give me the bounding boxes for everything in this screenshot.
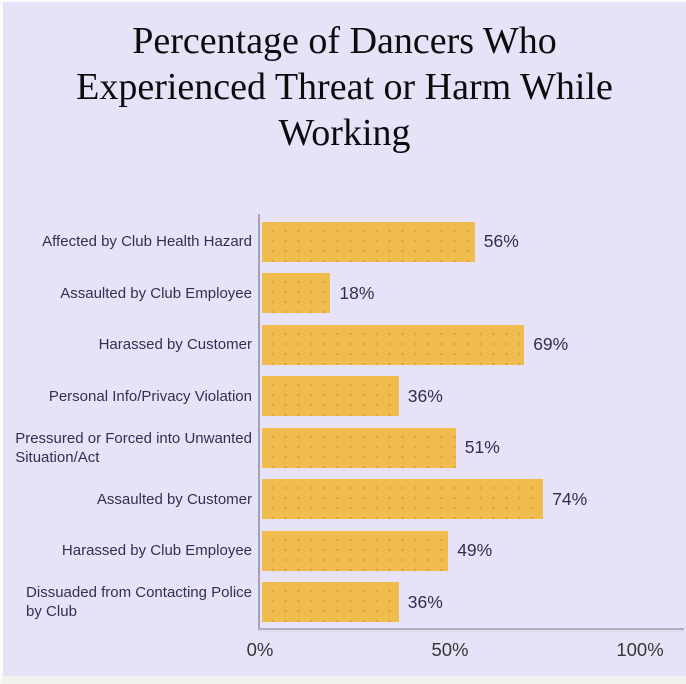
value-label: 49% <box>457 540 493 561</box>
bar-cell: 51% <box>260 422 686 474</box>
value-label: 74% <box>552 488 588 509</box>
chart-row: Pressured or Forced into Unwanted Situat… <box>3 422 686 474</box>
value-label: 69% <box>533 334 569 355</box>
chart-row: Affected by Club Health Hazard 56% <box>3 216 686 268</box>
value-label: 36% <box>407 591 443 612</box>
x-axis-line <box>258 628 684 632</box>
chart-row: Harassed by Club Employee 49% <box>3 525 686 577</box>
category-label-cell: Affected by Club Health Hazard <box>3 232 260 251</box>
x-tick-label: 100% <box>616 639 664 660</box>
chart-row: Dissuaded from Contacting Police by Club… <box>3 577 686 629</box>
category-label: Dissuaded from Contacting Police by Club <box>26 584 252 621</box>
bar <box>262 324 525 365</box>
bar-cell: 18% <box>260 268 686 320</box>
bar-cell: 56% <box>260 216 686 268</box>
bar-cell: 36% <box>260 577 686 629</box>
category-label: Affected by Club Health Hazard <box>42 233 252 251</box>
category-label-cell: Dissuaded from Contacting Police by Club <box>3 583 260 621</box>
bar <box>262 427 456 468</box>
bar-cell: 69% <box>260 319 686 371</box>
chart-row: Harassed by Customer 69% <box>3 319 686 371</box>
bar <box>262 376 399 417</box>
x-tick-label: 50% <box>431 639 469 660</box>
category-label-cell: Assaulted by Club Employee <box>3 284 260 303</box>
bar-cell: 49% <box>260 525 686 577</box>
category-label-cell: Personal Info/Privacy Violation <box>3 387 260 406</box>
category-label: Assaulted by Customer <box>96 490 252 508</box>
value-label: 51% <box>464 437 500 458</box>
category-label: Harassed by Club Employee <box>61 542 252 560</box>
value-label: 36% <box>407 385 443 406</box>
value-label: 18% <box>339 282 375 303</box>
chart-title: Percentage of Dancers Who Experienced Th… <box>76 20 613 154</box>
category-label-cell: Assaulted by Customer <box>3 490 260 509</box>
category-label: Pressured or Forced into Unwanted Situat… <box>15 429 252 466</box>
category-label-cell: Harassed by Club Employee <box>3 541 260 560</box>
category-label: Assaulted by Club Employee <box>60 284 252 302</box>
x-tick-label: 0% <box>246 639 274 660</box>
bar <box>262 479 544 520</box>
y-axis-line <box>258 214 260 628</box>
chart-row: Assaulted by Club Employee 18% <box>3 268 686 320</box>
category-label: Harassed by Customer <box>98 336 252 354</box>
chart-row: Personal Info/Privacy Violation 36% <box>3 371 686 423</box>
chart-row: Assaulted by Customer 74% <box>3 474 686 526</box>
category-label-cell: Harassed by Customer <box>3 335 260 354</box>
value-label: 56% <box>483 231 519 252</box>
x-axis-ticks: 0% 50% 100% <box>247 632 686 662</box>
category-label-cell: Pressured or Forced into Unwanted Situat… <box>3 429 260 467</box>
bar <box>262 221 475 262</box>
bar-chart: Affected by Club Health Hazard 56% Assau… <box>3 214 686 662</box>
category-label: Personal Info/Privacy Violation <box>48 387 252 405</box>
bar-cell: 36% <box>260 371 686 423</box>
bar <box>262 273 331 314</box>
bar <box>262 530 449 571</box>
bar <box>262 582 399 623</box>
bar-cell: 74% <box>260 474 686 526</box>
plot-area: Affected by Club Health Hazard 56% Assau… <box>3 214 686 629</box>
